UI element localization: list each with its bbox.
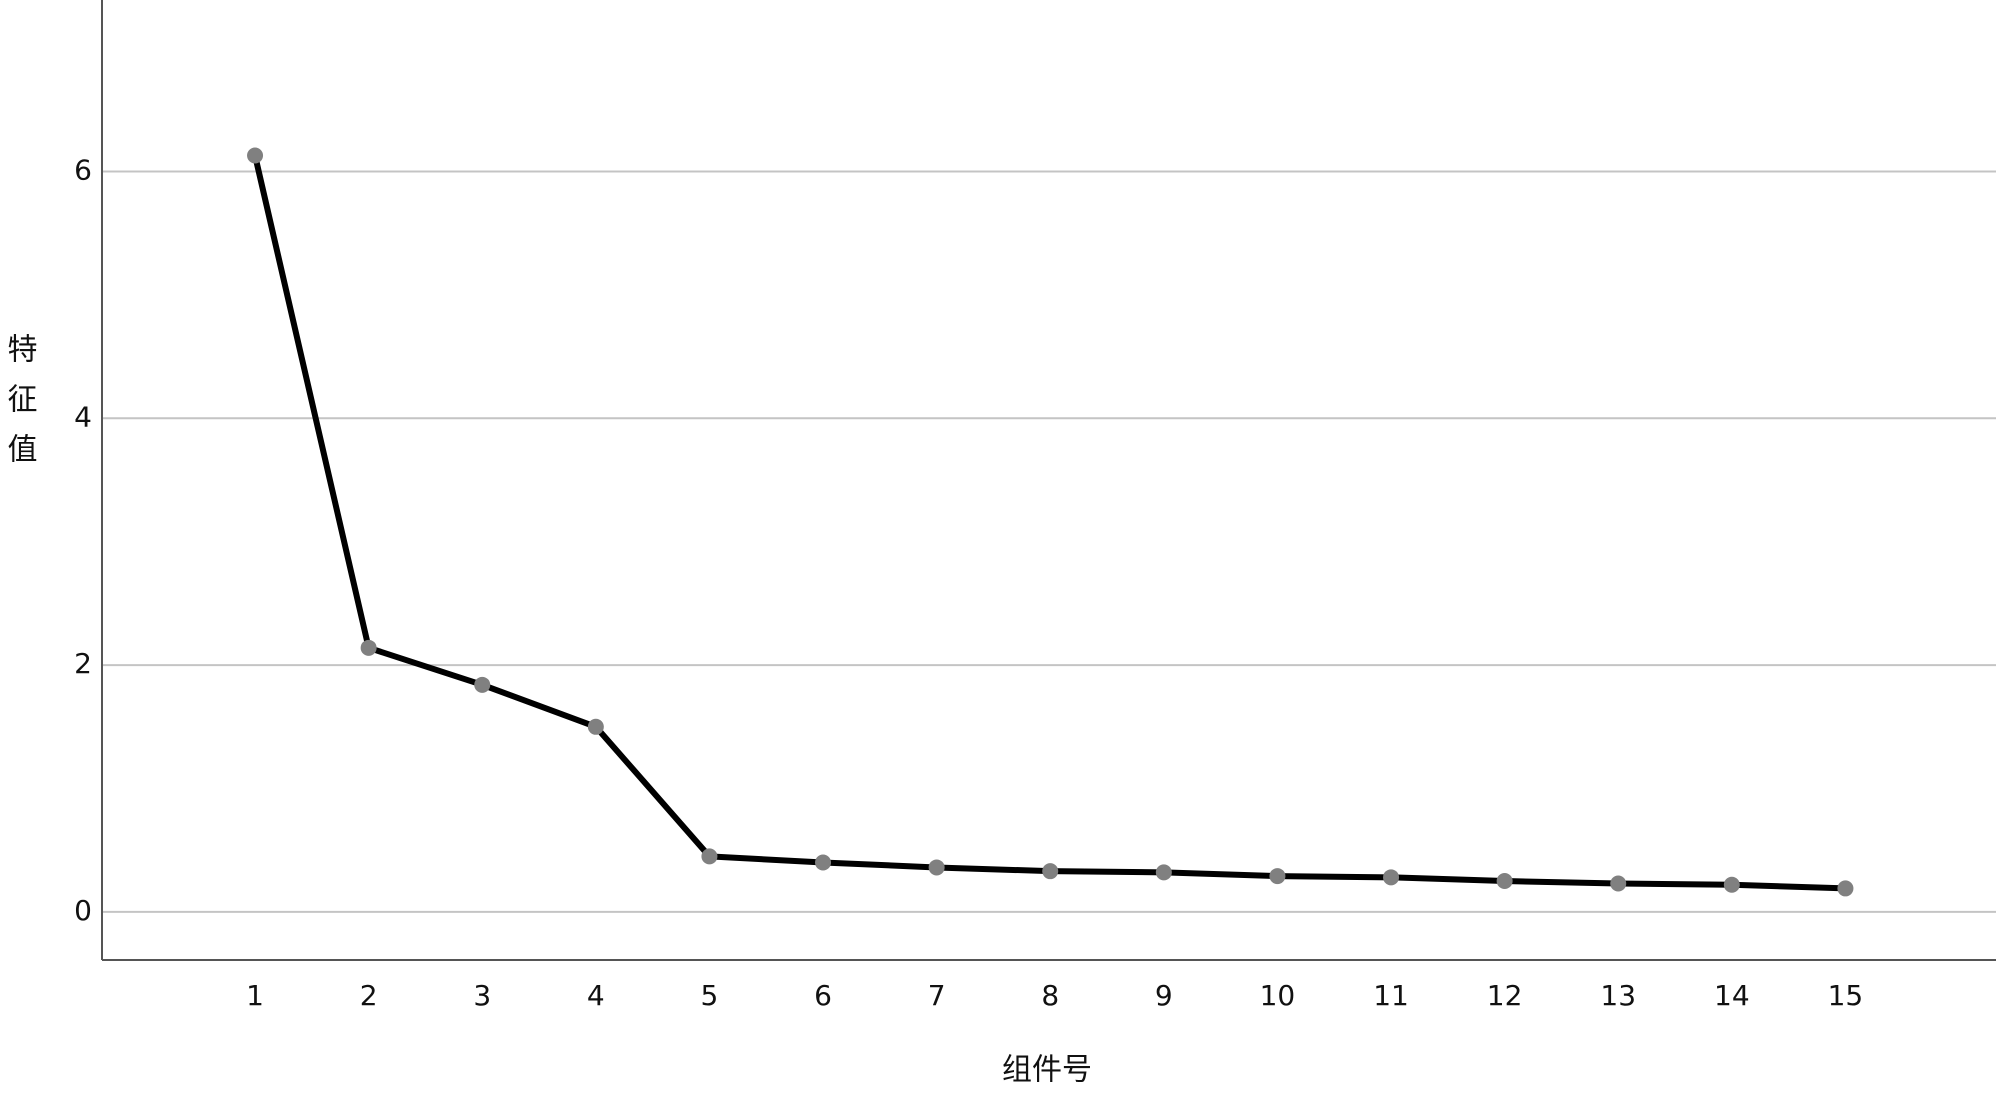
y-axis-title: 特征值 — [2, 333, 38, 483]
x-tick-label: 14 — [1714, 979, 1750, 1012]
point — [1837, 880, 1854, 897]
y-tick-label: 2 — [74, 647, 92, 680]
point — [928, 859, 945, 876]
x-tick-label: 5 — [701, 979, 719, 1012]
point — [247, 147, 264, 164]
point — [1383, 869, 1400, 886]
point — [1269, 868, 1286, 885]
x-tick-label: 4 — [587, 979, 605, 1012]
point — [474, 676, 491, 693]
x-tick-label: 7 — [928, 979, 946, 1012]
y-tick-label: 0 — [74, 894, 92, 927]
x-tick-label: 13 — [1600, 979, 1636, 1012]
x-tick-label: 6 — [814, 979, 832, 1012]
line — [252, 154, 1846, 892]
point — [1610, 875, 1627, 892]
y-tick-label: 6 — [74, 154, 92, 187]
x-tick-label: 15 — [1828, 979, 1864, 1012]
x-tick-label: 12 — [1487, 979, 1523, 1012]
x-tick-label: 2 — [360, 979, 378, 1012]
point — [701, 848, 718, 865]
point — [1155, 864, 1172, 881]
x-axis-title: 组件号 — [1002, 1053, 1092, 1088]
x-tick-label: 11 — [1373, 979, 1409, 1012]
x-tick-label: 9 — [1155, 979, 1173, 1012]
x-tick-label: 3 — [473, 979, 491, 1012]
point — [1723, 876, 1740, 893]
x-tick-label: 1 — [246, 979, 264, 1012]
point — [1496, 873, 1513, 890]
x-tick-label: 8 — [1041, 979, 1059, 1012]
point — [587, 718, 604, 735]
point — [1042, 863, 1059, 880]
point — [815, 854, 832, 871]
y-tick-label: 4 — [74, 400, 92, 433]
point — [360, 639, 377, 656]
x-tick-label: 10 — [1260, 979, 1296, 1012]
